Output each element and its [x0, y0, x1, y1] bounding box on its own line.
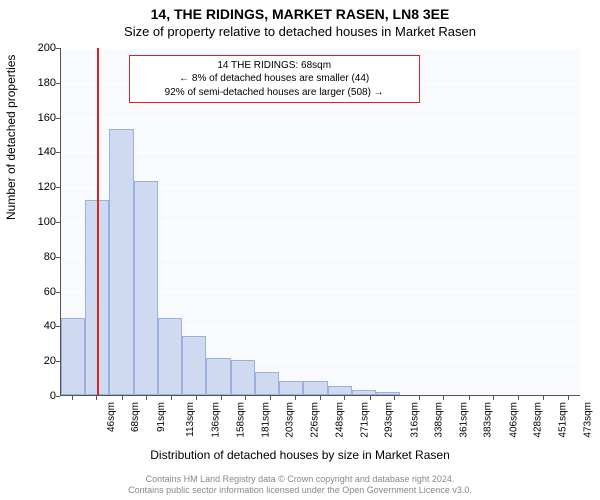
x-tick-label: 158sqm	[235, 402, 246, 438]
gridline	[61, 152, 580, 153]
histogram-bar	[231, 360, 255, 395]
y-tick-label: 60	[16, 286, 56, 298]
histogram-bar	[182, 336, 206, 395]
x-tick-label: 293sqm	[384, 402, 395, 438]
y-tick-mark	[56, 396, 60, 397]
x-axis-label: Distribution of detached houses by size …	[0, 448, 600, 462]
y-tick-mark	[56, 152, 60, 153]
histogram-bar	[279, 381, 303, 395]
x-tick-label: 91sqm	[156, 402, 167, 432]
x-tick-mark	[196, 396, 197, 400]
x-tick-mark	[320, 396, 321, 400]
histogram-bar	[328, 386, 352, 395]
y-tick-mark	[56, 48, 60, 49]
footer-line2: Contains public sector information licen…	[0, 485, 600, 496]
property-marker-line	[97, 48, 99, 395]
x-tick-mark	[122, 396, 123, 400]
x-tick-label: 473sqm	[582, 402, 593, 438]
x-tick-label: 383sqm	[483, 402, 494, 438]
x-tick-mark	[443, 396, 444, 400]
y-tick-mark	[56, 83, 60, 84]
footer-line1: Contains HM Land Registry data © Crown c…	[0, 474, 600, 485]
x-tick-mark	[270, 396, 271, 400]
histogram-bar	[255, 372, 279, 395]
x-tick-mark	[146, 396, 147, 400]
chart-title-sub: Size of property relative to detached ho…	[0, 24, 600, 39]
chart-container: 14, THE RIDINGS, MARKET RASEN, LN8 3EE S…	[0, 0, 600, 500]
x-tick-mark	[469, 396, 470, 400]
histogram-bar	[134, 181, 158, 395]
x-tick-mark	[370, 396, 371, 400]
annotation-line2: ← 8% of detached houses are smaller (44)	[136, 72, 413, 86]
y-tick-label: 140	[16, 146, 56, 158]
y-tick-label: 20	[16, 355, 56, 367]
x-tick-label: 136sqm	[211, 402, 222, 438]
x-tick-label: 46sqm	[106, 402, 117, 432]
x-tick-label: 68sqm	[130, 402, 141, 432]
histogram-bar	[158, 318, 182, 395]
x-tick-mark	[493, 396, 494, 400]
y-tick-label: 0	[16, 390, 56, 402]
x-tick-mark	[568, 396, 569, 400]
x-tick-mark	[295, 396, 296, 400]
y-tick-label: 100	[16, 216, 56, 228]
x-tick-mark	[394, 396, 395, 400]
x-tick-label: 451sqm	[558, 402, 569, 438]
y-tick-label: 200	[16, 42, 56, 54]
y-tick-mark	[56, 257, 60, 258]
x-tick-label: 271sqm	[360, 402, 371, 438]
x-tick-label: 181sqm	[260, 402, 271, 438]
histogram-bar	[376, 392, 400, 395]
y-tick-mark	[56, 118, 60, 119]
y-tick-label: 80	[16, 251, 56, 263]
x-tick-label: 428sqm	[533, 402, 544, 438]
x-tick-label: 113sqm	[185, 402, 196, 437]
gridline	[61, 48, 580, 49]
y-tick-mark	[56, 222, 60, 223]
y-tick-label: 40	[16, 320, 56, 332]
y-tick-mark	[56, 361, 60, 362]
annotation-line3: 92% of semi-detached houses are larger (…	[136, 86, 413, 100]
x-tick-mark	[245, 396, 246, 400]
histogram-bar	[352, 390, 376, 395]
x-tick-label: 406sqm	[508, 402, 519, 438]
y-tick-label: 120	[16, 181, 56, 193]
annotation-box: 14 THE RIDINGS: 68sqm ← 8% of detached h…	[129, 55, 420, 104]
x-tick-mark	[518, 396, 519, 400]
x-tick-label: 248sqm	[334, 402, 345, 438]
y-tick-mark	[56, 326, 60, 327]
x-tick-label: 226sqm	[310, 402, 321, 438]
y-tick-mark	[56, 187, 60, 188]
histogram-bar	[206, 358, 230, 395]
x-tick-mark	[419, 396, 420, 400]
histogram-bar	[109, 129, 133, 395]
footer-attribution: Contains HM Land Registry data © Crown c…	[0, 474, 600, 496]
x-tick-mark	[543, 396, 544, 400]
x-tick-mark	[221, 396, 222, 400]
histogram-bar	[303, 381, 327, 395]
histogram-bar	[61, 318, 85, 395]
y-tick-label: 180	[16, 77, 56, 89]
x-tick-mark	[344, 396, 345, 400]
y-tick-label: 160	[16, 112, 56, 124]
x-tick-mark	[72, 396, 73, 400]
annotation-line1: 14 THE RIDINGS: 68sqm	[136, 59, 413, 73]
x-tick-label: 338sqm	[433, 402, 444, 438]
x-tick-mark	[171, 396, 172, 400]
x-tick-label: 316sqm	[409, 402, 420, 438]
gridline	[61, 118, 580, 119]
chart-title-main: 14, THE RIDINGS, MARKET RASEN, LN8 3EE	[0, 6, 600, 22]
x-tick-label: 361sqm	[459, 402, 470, 438]
y-tick-mark	[56, 292, 60, 293]
x-tick-mark	[96, 396, 97, 400]
plot-area: 14 THE RIDINGS: 68sqm ← 8% of detached h…	[60, 48, 580, 396]
x-tick-label: 203sqm	[285, 402, 296, 438]
